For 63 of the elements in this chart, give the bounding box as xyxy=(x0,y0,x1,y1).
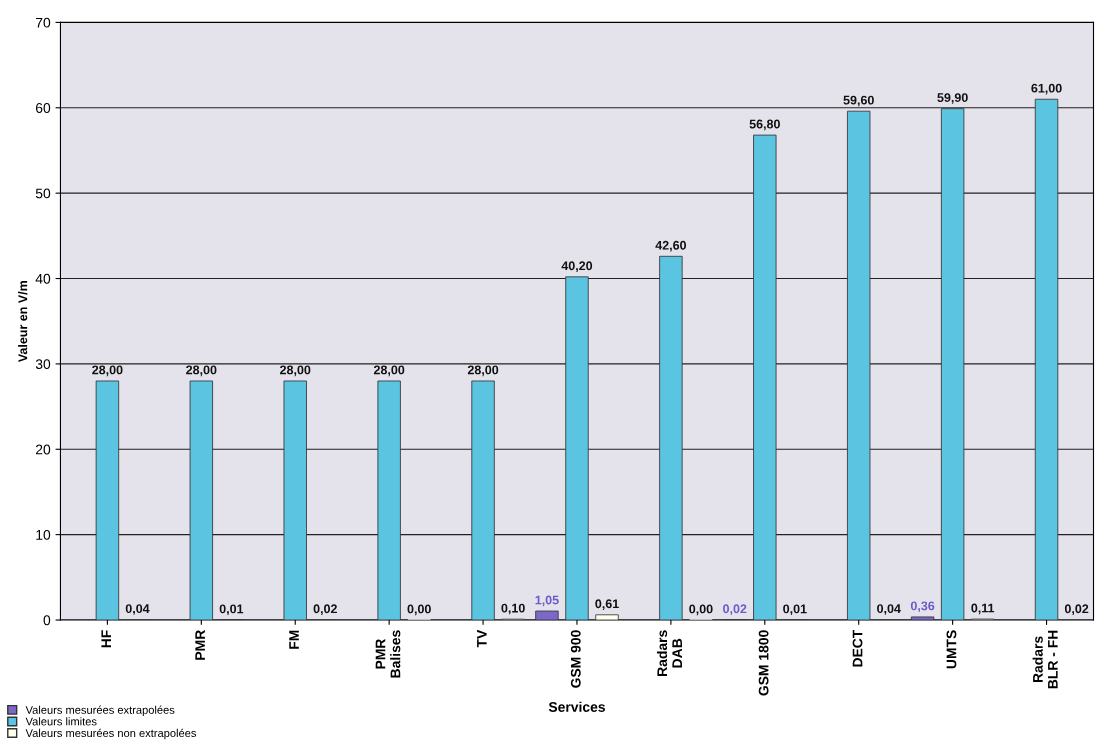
bar xyxy=(283,380,307,621)
y-tick-label: 30 xyxy=(35,359,51,370)
x-tick-label: PMR xyxy=(195,630,205,660)
legend-label: Valeurs limites xyxy=(25,717,97,726)
bar xyxy=(1034,98,1059,621)
bar xyxy=(565,276,589,621)
data-label: 59,90 xyxy=(937,93,968,104)
bar xyxy=(847,110,871,621)
data-label: 59,60 xyxy=(843,95,874,107)
bar xyxy=(753,134,777,621)
data-label: 28,00 xyxy=(280,365,311,377)
bar xyxy=(535,610,559,621)
bar xyxy=(189,380,214,621)
data-label: 0,00 xyxy=(689,604,713,616)
y-axis-title: Valeur en V/m xyxy=(18,280,28,363)
x-tick-label: Radars DAB xyxy=(656,630,682,676)
data-label: 0,04 xyxy=(877,604,901,615)
x-tick-label: PMR Balises xyxy=(375,630,401,678)
y-tick-label: 0 xyxy=(43,615,51,626)
y-tick-label: 10 xyxy=(36,529,51,540)
data-label: 0,01 xyxy=(783,604,807,616)
data-label: 0,01 xyxy=(219,604,244,616)
data-label: 0,61 xyxy=(595,599,619,610)
data-label: 42,60 xyxy=(655,240,687,252)
data-label: 28,00 xyxy=(467,365,499,377)
data-label: 0,00 xyxy=(407,604,431,616)
x-tick-label: Radars BLR - FH xyxy=(1032,630,1058,689)
data-label: 28,00 xyxy=(92,365,123,377)
x-tick-label: DECT xyxy=(852,629,863,667)
x-tick-label: UMTS xyxy=(946,630,957,669)
y-tick-label: 20 xyxy=(35,444,51,455)
bar xyxy=(659,255,683,621)
y-tick-label: 70 xyxy=(35,17,51,28)
y-tick-label: 60 xyxy=(35,103,51,113)
data-label: 28,00 xyxy=(186,365,217,377)
data-label: 40,20 xyxy=(561,261,593,272)
bar xyxy=(95,380,120,621)
data-label: 56,80 xyxy=(749,119,780,131)
data-label: 1,05 xyxy=(535,595,559,607)
bar xyxy=(940,108,965,621)
data-label: 0,02 xyxy=(723,604,747,616)
bar xyxy=(471,380,495,621)
data-label: 0,36 xyxy=(910,601,935,613)
data-label: 0,02 xyxy=(1064,604,1089,616)
data-label: 0,10 xyxy=(501,603,525,615)
bar xyxy=(377,380,401,621)
data-label: 28,00 xyxy=(373,365,405,377)
x-tick-label: GSM 900 xyxy=(570,630,581,688)
x-tick-label: FM xyxy=(289,630,299,649)
x-tick-label: HF xyxy=(101,630,111,648)
legend-label: Valeurs mesurées non extrapolées xyxy=(25,728,197,740)
x-tick-label: TV xyxy=(477,629,487,648)
data-label: 61,00 xyxy=(1031,83,1062,95)
x-axis-title: Services xyxy=(548,701,605,712)
bar xyxy=(910,616,935,621)
legend-label: Valeurs mesurées extrapolées xyxy=(25,705,175,717)
x-tick-label: GSM 1800 xyxy=(758,630,769,696)
data-label: 0,04 xyxy=(125,604,150,615)
y-tick-label: 50 xyxy=(35,188,51,199)
bar xyxy=(595,614,619,621)
y-tick-label: 40 xyxy=(35,273,51,284)
data-label: 0,11 xyxy=(971,603,995,615)
data-label: 0,02 xyxy=(313,604,337,616)
